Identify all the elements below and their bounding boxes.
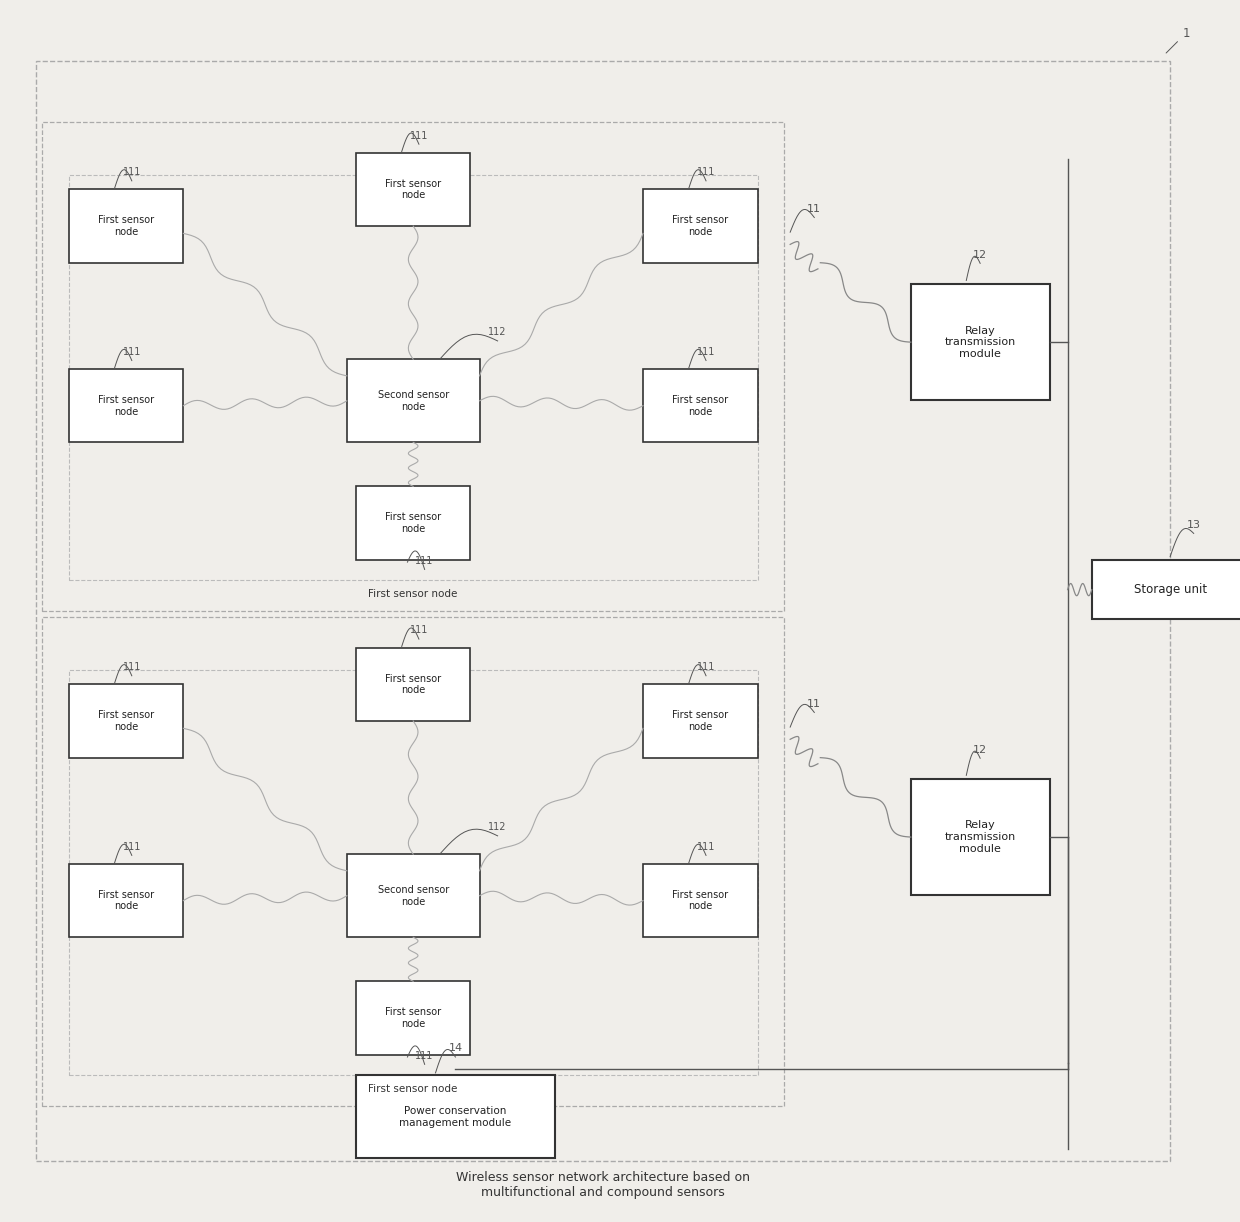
Text: 111: 111 <box>123 842 141 852</box>
Text: 111: 111 <box>123 167 141 177</box>
Text: Relay
transmission
module: Relay transmission module <box>945 325 1016 359</box>
Text: 111: 111 <box>415 556 434 566</box>
Text: 112: 112 <box>489 822 507 832</box>
Text: 14: 14 <box>449 1044 463 1053</box>
Bar <box>347 359 480 442</box>
Bar <box>356 981 470 1055</box>
Text: First sensor
node: First sensor node <box>386 178 441 200</box>
Text: First sensor
node: First sensor node <box>672 215 728 237</box>
Text: 112: 112 <box>489 327 507 337</box>
Text: 111: 111 <box>415 1051 434 1061</box>
Bar <box>911 285 1049 401</box>
Text: First sensor
node: First sensor node <box>672 710 728 732</box>
Bar <box>347 854 480 937</box>
Text: 111: 111 <box>123 347 141 357</box>
Bar <box>644 684 758 758</box>
Text: First sensor
node: First sensor node <box>672 395 728 417</box>
Text: Second sensor
node: Second sensor node <box>377 390 449 412</box>
Text: First sensor
node: First sensor node <box>98 215 154 237</box>
Bar <box>68 684 184 758</box>
Text: 111: 111 <box>409 131 428 141</box>
Text: First sensor
node: First sensor node <box>386 512 441 534</box>
Text: 1: 1 <box>1166 27 1189 53</box>
Text: First sensor
node: First sensor node <box>386 673 441 695</box>
Bar <box>42 617 784 1106</box>
Text: 111: 111 <box>697 842 715 852</box>
Bar <box>644 864 758 937</box>
Text: Power conservation
management module: Power conservation management module <box>399 1106 511 1128</box>
Text: 111: 111 <box>409 626 428 635</box>
Text: 12: 12 <box>973 744 987 754</box>
Text: Storage unit: Storage unit <box>1133 583 1207 596</box>
Bar <box>1091 560 1240 618</box>
Bar <box>911 780 1049 895</box>
Text: First sensor
node: First sensor node <box>98 395 154 417</box>
Bar <box>356 648 470 721</box>
Bar <box>68 175 758 580</box>
Text: Second sensor
node: Second sensor node <box>377 885 449 907</box>
Text: 11: 11 <box>807 204 821 214</box>
Text: 111: 111 <box>697 167 715 177</box>
Text: Wireless sensor network architecture based on
multifunctional and compound senso: Wireless sensor network architecture bas… <box>456 1172 750 1199</box>
Text: 11: 11 <box>807 699 821 709</box>
Text: First sensor
node: First sensor node <box>386 1007 441 1029</box>
Text: 111: 111 <box>123 662 141 672</box>
Bar <box>68 670 758 1075</box>
Text: 12: 12 <box>973 249 987 260</box>
Text: First sensor node: First sensor node <box>368 589 458 599</box>
Bar <box>42 122 784 611</box>
Bar <box>644 369 758 442</box>
Text: 111: 111 <box>697 347 715 357</box>
Bar <box>356 486 470 560</box>
Text: First sensor
node: First sensor node <box>98 710 154 732</box>
Bar <box>68 189 184 263</box>
Bar <box>644 189 758 263</box>
Text: First sensor node: First sensor node <box>368 1084 458 1094</box>
Text: Relay
transmission
module: Relay transmission module <box>945 820 1016 854</box>
Bar <box>356 1075 556 1158</box>
Text: First sensor
node: First sensor node <box>98 890 154 912</box>
Bar <box>68 864 184 937</box>
Text: First sensor
node: First sensor node <box>672 890 728 912</box>
Bar <box>356 153 470 226</box>
Text: 111: 111 <box>697 662 715 672</box>
Text: 13: 13 <box>1187 519 1200 529</box>
Bar <box>68 369 184 442</box>
